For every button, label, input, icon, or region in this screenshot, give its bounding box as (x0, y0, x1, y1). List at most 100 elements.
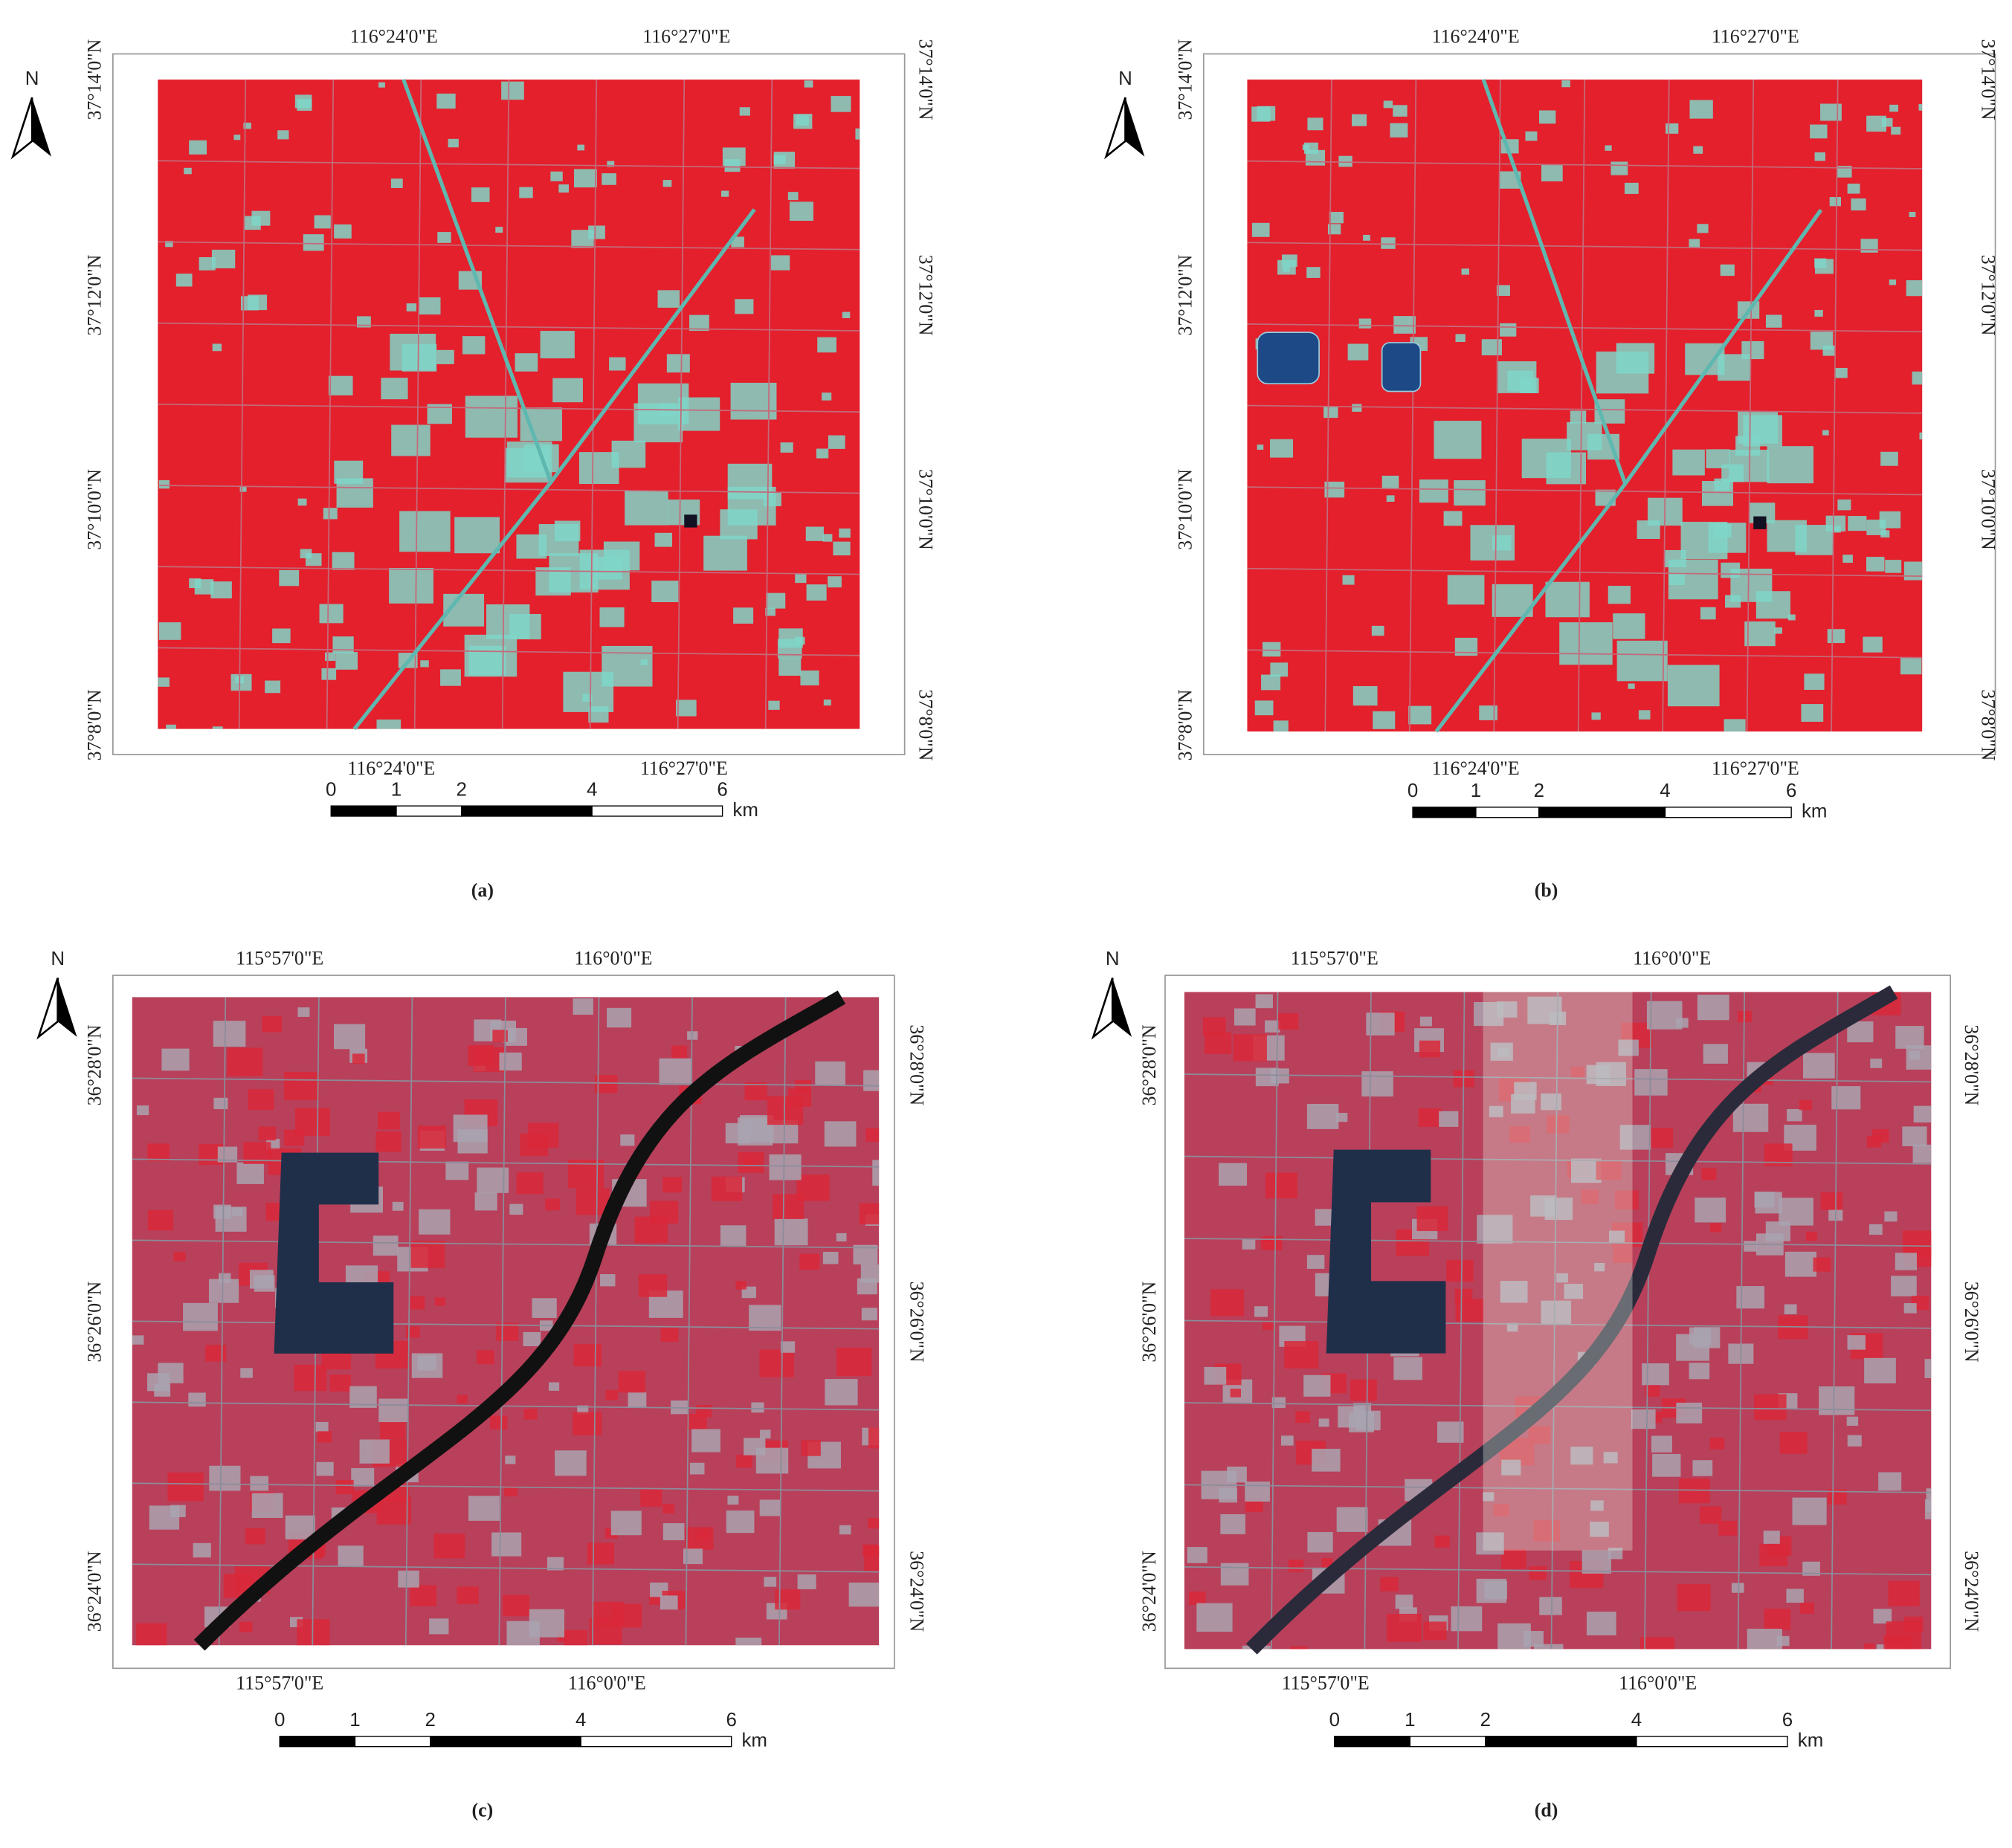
land-patch (575, 1188, 610, 1215)
land-patch (1500, 1281, 1528, 1303)
land-patch (1423, 1621, 1447, 1641)
scale-label: 2 (425, 1710, 436, 1731)
latitude-label: 36°24'0"N (1138, 1551, 1160, 1632)
land-patch (243, 122, 251, 129)
land-patch (219, 1273, 231, 1283)
land-patch (1864, 1643, 1875, 1650)
land-patch (1689, 1363, 1710, 1380)
road (1831, 992, 1839, 1650)
land-patch (1695, 1198, 1726, 1223)
land-patch (1254, 1306, 1268, 1317)
land-patch (465, 395, 518, 438)
land-patch (468, 1496, 500, 1521)
land-patch (1784, 1251, 1817, 1277)
road (158, 647, 860, 656)
land-patch (1270, 439, 1294, 458)
land-patch (457, 1395, 468, 1403)
land-patch (277, 130, 289, 140)
land-patch (739, 107, 750, 116)
latitude-label: 37°12'0"N (1174, 254, 1196, 335)
scale-label: 1 (1471, 781, 1481, 801)
land-patch (390, 178, 403, 188)
land-patch (545, 1198, 560, 1211)
land-patch (1919, 432, 1923, 440)
road (158, 403, 860, 413)
scale-label: 0 (1329, 1710, 1340, 1731)
land-patch (499, 1052, 522, 1071)
land-patch (1924, 1359, 1932, 1378)
land-patch (1187, 1547, 1207, 1563)
land-patch (1474, 1002, 1504, 1027)
land-patch (519, 187, 533, 198)
land-patch (1755, 1192, 1782, 1214)
land-patch (1257, 106, 1276, 121)
land-patch (243, 216, 261, 230)
land-patch (240, 296, 259, 311)
land-patch (1273, 720, 1289, 732)
land-patch (1613, 1247, 1633, 1263)
land-patch (1909, 211, 1916, 218)
land-patch (1257, 445, 1264, 450)
land-patch (1507, 1322, 1518, 1332)
land-patch (1233, 1034, 1267, 1062)
land-patch (509, 1204, 523, 1215)
land-patch (1813, 1257, 1831, 1272)
land-patch (1591, 712, 1601, 720)
scale-label: 4 (575, 1710, 586, 1731)
land-patch (755, 1447, 789, 1474)
land-patch (824, 1121, 857, 1147)
land-patch (650, 1201, 679, 1224)
land-patch (775, 1589, 801, 1610)
scale-label: 2 (1534, 781, 1544, 801)
land-patch (1545, 581, 1590, 618)
land-patch (1533, 1519, 1561, 1542)
land-patch (454, 517, 500, 554)
scale-segment (1409, 1736, 1486, 1748)
road (1247, 486, 1923, 496)
land-patch (1799, 1602, 1814, 1614)
scale-segment (591, 805, 723, 817)
land-patch (1645, 1385, 1660, 1397)
land-patch (1873, 1609, 1892, 1624)
land-patch (1624, 182, 1639, 194)
land-patch (1786, 1589, 1804, 1603)
land-patch (863, 1070, 880, 1091)
road (404, 997, 413, 1646)
land-patch (1564, 1284, 1584, 1299)
land-patch (132, 1335, 144, 1345)
land-patch (251, 1493, 283, 1519)
latitude-label: 37°10'0"N (915, 469, 937, 550)
land-patch (558, 184, 570, 193)
land-patch (823, 700, 831, 706)
land-patch (1779, 1432, 1808, 1454)
land-patch (1234, 1008, 1256, 1026)
land-patch (1767, 520, 1807, 552)
land-patch (696, 1404, 712, 1418)
land-patch (147, 1143, 170, 1162)
land-patch (1860, 239, 1878, 253)
land-patch (217, 1146, 238, 1163)
land-patch (676, 700, 697, 717)
land-patch (1847, 1335, 1866, 1350)
land-patch (1437, 1421, 1464, 1443)
land-patch (1885, 560, 1902, 573)
land-patch (1514, 1082, 1537, 1100)
land-patch (1336, 1113, 1348, 1122)
land-patch (158, 622, 181, 640)
land-patch (1822, 430, 1829, 436)
land-patch (492, 1030, 508, 1042)
scale-segment (1485, 1736, 1637, 1748)
land-patch (806, 584, 827, 601)
land-patch (1608, 1548, 1623, 1560)
land-patch (780, 442, 793, 453)
land-patch (272, 628, 291, 644)
land-patch (419, 1209, 451, 1235)
land-patch (733, 607, 754, 624)
land-patch (735, 1637, 762, 1646)
scale-segment (1636, 1736, 1788, 1748)
land-patch (1342, 575, 1355, 585)
land-patch (749, 1305, 781, 1331)
north-arrow (36, 978, 59, 1040)
land-patch (1483, 1492, 1495, 1502)
land-patch (662, 1523, 685, 1540)
